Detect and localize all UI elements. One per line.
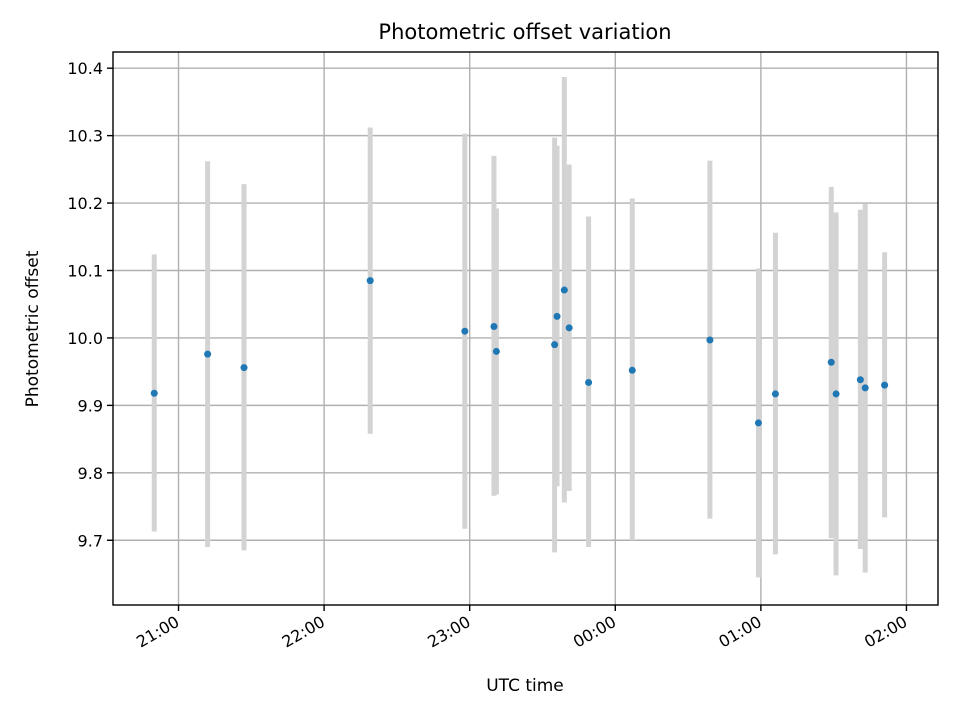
data-point bbox=[771, 390, 779, 398]
y-tick-label: 9.7 bbox=[78, 531, 103, 550]
data-point bbox=[366, 277, 374, 285]
data-point bbox=[754, 419, 762, 427]
y-axis-label: Photometric offset bbox=[23, 250, 43, 407]
data-point bbox=[565, 324, 573, 332]
y-tick-label: 10.4 bbox=[67, 59, 103, 78]
y-tick-label: 10.3 bbox=[67, 127, 103, 146]
data-point bbox=[856, 376, 864, 384]
data-point bbox=[490, 322, 498, 330]
grid bbox=[113, 52, 938, 605]
y-tick-label: 10.1 bbox=[67, 262, 103, 281]
data-points bbox=[150, 277, 889, 427]
error-bars bbox=[151, 76, 888, 578]
data-point bbox=[461, 327, 469, 335]
chart-title: Photometric offset variation bbox=[378, 20, 671, 44]
x-axis-label: UTC time bbox=[486, 676, 564, 696]
plot-frame bbox=[112, 51, 939, 606]
x-tick-label: 21:00 bbox=[133, 612, 182, 652]
data-point bbox=[560, 286, 568, 294]
x-tick-label: 22:00 bbox=[279, 612, 328, 652]
x-tick-label: 00:00 bbox=[570, 612, 619, 652]
data-point bbox=[881, 381, 889, 389]
y-tick-label: 10.2 bbox=[67, 194, 103, 213]
y-tick-label: 9.8 bbox=[78, 464, 103, 483]
data-point bbox=[492, 347, 500, 355]
y-tick-label: 9.9 bbox=[78, 396, 103, 415]
x-tick-label: 23:00 bbox=[424, 612, 473, 652]
data-point bbox=[204, 350, 212, 358]
data-point bbox=[551, 341, 559, 349]
data-point bbox=[150, 389, 158, 397]
ticks: 9.7 9.8 9.9 10.0 10.1 10.2 10.3 10.4 21:00 22:00 2… bbox=[67, 59, 910, 651]
data-point bbox=[585, 378, 593, 386]
data-point bbox=[861, 384, 869, 392]
data-point bbox=[628, 366, 636, 374]
data-point bbox=[827, 358, 835, 366]
x-tick-label: 01:00 bbox=[715, 612, 764, 652]
y-tick-label: 10.0 bbox=[67, 329, 103, 348]
data-point bbox=[240, 364, 248, 372]
data-point bbox=[706, 336, 714, 344]
data-point bbox=[553, 312, 561, 320]
data-point bbox=[832, 390, 840, 398]
x-tick-label: 02:00 bbox=[861, 612, 910, 652]
